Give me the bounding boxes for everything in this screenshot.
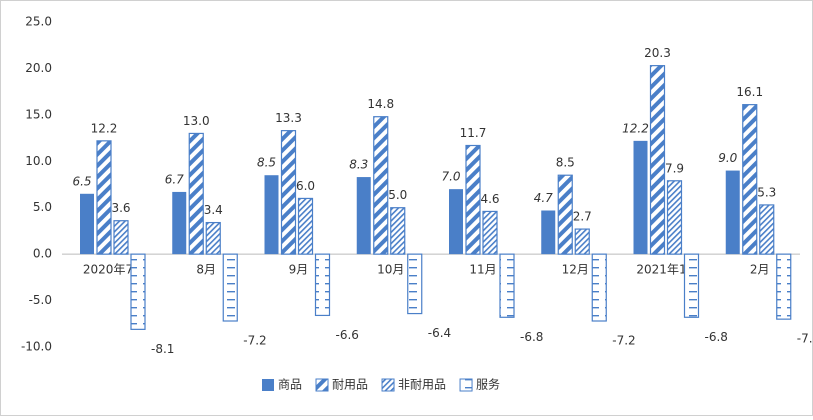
bar bbox=[541, 210, 556, 255]
data-label: 13.3 bbox=[275, 111, 302, 125]
data-label: 9.0 bbox=[718, 151, 737, 165]
bar bbox=[499, 253, 515, 318]
data-label: 8.5 bbox=[556, 156, 575, 170]
bar bbox=[666, 180, 683, 255]
x-tick-label: 10月 bbox=[377, 263, 404, 277]
bar bbox=[113, 220, 129, 255]
x-tick-label: 2月 bbox=[750, 263, 770, 277]
data-label: -6.8 bbox=[705, 330, 728, 344]
data-label: -7.0 bbox=[797, 332, 813, 346]
data-label: -7.2 bbox=[612, 334, 635, 348]
legend-swatch bbox=[381, 378, 395, 392]
x-tick-label: 2021年1月 bbox=[636, 263, 698, 277]
legend-label: 耐用品 bbox=[332, 378, 368, 392]
bar bbox=[264, 175, 279, 255]
bar bbox=[280, 130, 297, 255]
data-label: 7.9 bbox=[665, 161, 684, 175]
legend-swatch bbox=[262, 379, 274, 391]
bar bbox=[742, 104, 758, 255]
bar bbox=[683, 253, 700, 318]
bar bbox=[205, 221, 221, 255]
data-label: 6.7 bbox=[165, 172, 184, 186]
bar bbox=[130, 253, 146, 330]
legend-label: 服务 bbox=[476, 377, 500, 392]
bar bbox=[407, 253, 423, 315]
bar bbox=[591, 253, 607, 322]
bar bbox=[725, 170, 740, 255]
data-label: -6.8 bbox=[520, 330, 543, 344]
y-tick-label: 25.0 bbox=[25, 15, 52, 29]
data-label: 16.1 bbox=[736, 85, 763, 99]
bar bbox=[390, 207, 406, 255]
bar bbox=[314, 253, 331, 317]
data-label: 12.2 bbox=[91, 121, 118, 135]
data-label: 5.0 bbox=[388, 188, 407, 202]
x-tick-label: 11月 bbox=[469, 263, 496, 277]
y-tick-label: -10.0 bbox=[21, 340, 52, 354]
data-label: 14.8 bbox=[367, 97, 394, 111]
data-label: 20.3 bbox=[644, 46, 671, 60]
data-label: 4.6 bbox=[480, 192, 499, 206]
bar bbox=[649, 65, 666, 255]
data-label: 3.6 bbox=[111, 201, 130, 215]
y-tick-label: 10.0 bbox=[25, 154, 52, 168]
bar bbox=[172, 191, 187, 255]
y-tick-label: 20.0 bbox=[25, 61, 52, 75]
y-tick-label: 0.0 bbox=[33, 247, 52, 261]
data-label: -8.1 bbox=[151, 342, 174, 356]
bar bbox=[96, 140, 112, 255]
data-label: 8.3 bbox=[349, 158, 368, 172]
bar bbox=[776, 253, 792, 320]
data-label: 3.4 bbox=[204, 203, 223, 217]
data-label: 8.5 bbox=[257, 156, 276, 170]
bar bbox=[465, 144, 481, 255]
data-label: -6.4 bbox=[428, 326, 451, 340]
bar bbox=[80, 193, 94, 255]
bar bbox=[633, 140, 648, 255]
y-tick-label: 5.0 bbox=[33, 200, 52, 214]
data-label: 11.7 bbox=[460, 126, 487, 140]
y-tick-label: 15.0 bbox=[25, 107, 52, 121]
legend-swatch bbox=[459, 378, 473, 392]
y-tick-label: -5.0 bbox=[29, 293, 52, 307]
legend-label: 商品 bbox=[278, 377, 302, 392]
bar bbox=[482, 210, 498, 255]
x-tick-label: 12月 bbox=[562, 263, 589, 277]
data-label: 6.0 bbox=[296, 179, 315, 193]
data-label: -7.2 bbox=[243, 334, 266, 348]
bar bbox=[557, 174, 573, 255]
data-label: 6.5 bbox=[72, 174, 91, 188]
data-label: 5.3 bbox=[757, 185, 776, 199]
bar bbox=[574, 228, 590, 255]
data-label: 7.0 bbox=[441, 170, 460, 184]
legend-swatch bbox=[315, 378, 329, 392]
bar bbox=[188, 132, 204, 255]
bar bbox=[373, 116, 389, 255]
x-tick-label: 9月 bbox=[289, 263, 309, 277]
bar bbox=[297, 197, 314, 255]
data-label: 4.7 bbox=[534, 191, 553, 205]
bar bbox=[759, 204, 775, 255]
data-label: -6.6 bbox=[336, 328, 359, 342]
data-label: 13.0 bbox=[183, 114, 210, 128]
bar bbox=[356, 177, 371, 255]
data-label: 2.7 bbox=[573, 210, 592, 224]
data-label: 12.2 bbox=[622, 121, 649, 135]
legend-label: 非耐用品 bbox=[398, 378, 446, 392]
x-tick-label: 8月 bbox=[196, 263, 216, 277]
bar bbox=[449, 189, 463, 255]
x-tick-label: 2020年7月 bbox=[83, 263, 145, 277]
bar bbox=[222, 253, 238, 322]
